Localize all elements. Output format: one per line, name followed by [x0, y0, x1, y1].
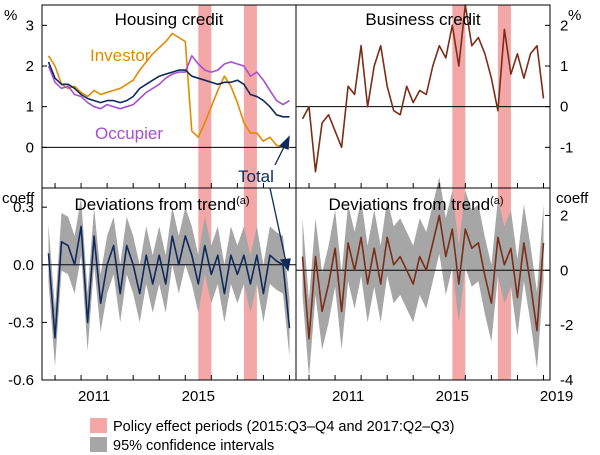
policy-bands	[198, 5, 511, 380]
ytick-label-2-1: 0.0	[13, 257, 34, 274]
title-business-credit: Business credit	[365, 10, 481, 29]
ytick-label-0-1: 2	[26, 58, 34, 75]
policy-band-0-0	[198, 5, 212, 188]
xtick-label-2-0: 2011	[78, 388, 110, 405]
ytick-label-1-3: -1	[560, 139, 573, 156]
axis-ticks	[42, 24, 550, 381]
ytick-label-3-3: -4	[560, 372, 573, 389]
ytick-label-0-0: 3	[26, 17, 34, 34]
series-line-1-business-credit	[301, 4, 545, 173]
ytick-label-1-2: 0	[560, 99, 568, 116]
unit-label-top-left: %	[4, 7, 17, 24]
title-deviations-right-sup: (a)	[490, 195, 503, 207]
annotation-arrows	[269, 135, 291, 272]
title-deviations-left: Deviations from trend(a)	[74, 195, 249, 214]
xtick-label-3-0: 2011	[332, 388, 364, 405]
series-line-3-business-credit	[301, 214, 545, 340]
title-deviations-left-sup: (a)	[236, 195, 249, 207]
series-line-0-total	[47, 61, 290, 118]
legend-label-policy: Policy effect periods (2015:Q3–Q4 and 20…	[113, 419, 455, 435]
ytick-label-0-3: 0	[26, 139, 34, 156]
legend-swatch-ci	[90, 437, 107, 452]
x-tick-labels: 2011 2015 2011 2015 2019	[78, 388, 573, 405]
series-lines	[47, 4, 545, 340]
policy-band-0-1	[243, 5, 257, 188]
policy-band-1-0	[452, 5, 466, 188]
ytick-label-3-2: -2	[560, 317, 573, 334]
xtick-label-3-1: 2015	[436, 388, 469, 405]
ytick-label-3-0: 2	[560, 207, 568, 224]
ytick-label-3-1: 0	[560, 262, 568, 279]
annotation-total: Total	[238, 167, 274, 186]
unit-label-top-right: %	[568, 7, 581, 24]
ytick-label-1-0: 2	[560, 17, 568, 34]
series-line-0-investor	[47, 32, 290, 149]
ytick-label-2-0: 0.3	[13, 199, 34, 216]
series-line-2-total	[47, 225, 291, 339]
title-deviations-right-text: Deviations from trend	[328, 195, 490, 214]
xtick-label-2-1: 2015	[182, 388, 215, 405]
legend-label-ci: 95% confidence intervals	[113, 438, 274, 454]
unit-label-bottom-left: coeff	[2, 190, 35, 207]
title-deviations-left-text: Deviations from trend	[74, 195, 236, 214]
title-deviations-right: Deviations from trend(a)	[328, 195, 503, 214]
legend-swatch-policy	[90, 418, 107, 433]
arrow-total-down	[269, 187, 287, 263]
ci-band-3	[302, 177, 544, 378]
annotation-occupier: Occupier	[95, 124, 163, 143]
unit-label-bottom-right: coeff	[556, 190, 589, 207]
xtick-label-3-2: 2019	[540, 388, 573, 405]
y-tick-labels: 3 2 1 0 2 1 0 -1 0.3 0.0 -0.3 -0.6 2 0 -2 -4	[8, 17, 573, 389]
series-line-0-occupier	[47, 54, 290, 110]
arrow-total-up-head	[278, 135, 290, 150]
ytick-label-1-1: 1	[560, 58, 568, 75]
ci-bands	[48, 177, 544, 378]
ci-band-2	[48, 197, 290, 367]
ytick-label-2-3: -0.6	[8, 372, 34, 389]
ytick-label-2-2: -0.3	[8, 314, 34, 331]
arrow-total-down-head	[279, 258, 291, 272]
annotation-investor: Investor	[90, 46, 151, 65]
ytick-label-0-2: 1	[26, 99, 34, 116]
title-housing-credit: Housing credit	[115, 10, 224, 29]
